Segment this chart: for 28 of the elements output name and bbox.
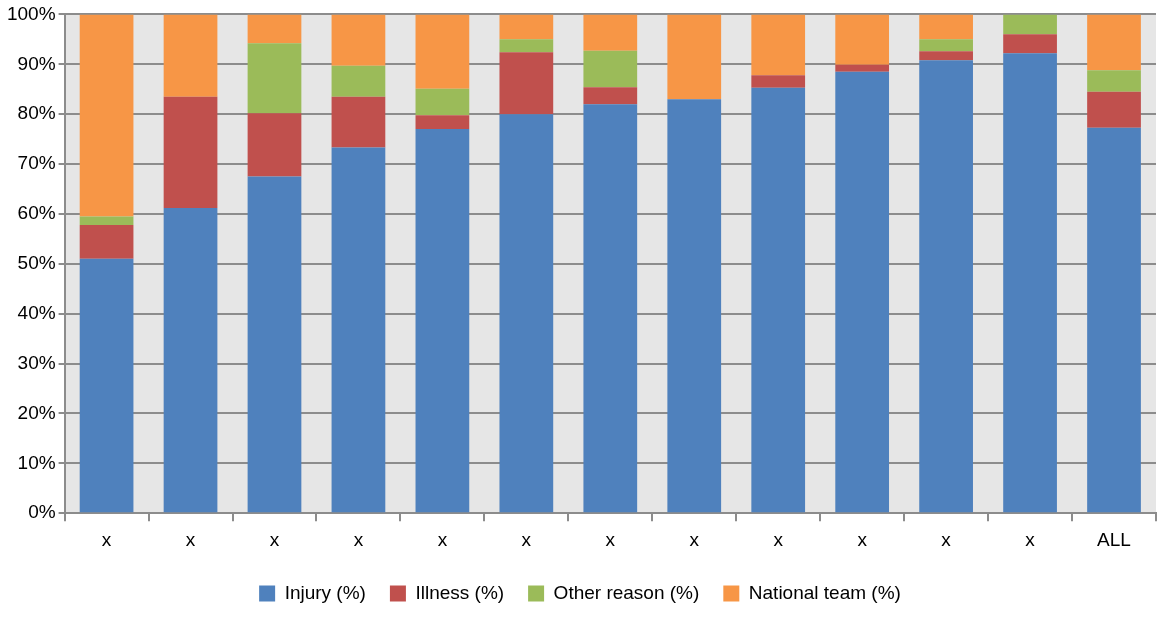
legend-label: Illness (%) — [415, 581, 505, 603]
y-tick-label: 0% — [28, 501, 56, 523]
x-tick-label: x — [353, 528, 364, 550]
y-tick-label: 100% — [6, 2, 56, 24]
y-tick-label: 10% — [17, 451, 56, 473]
x-tick-label: x — [185, 528, 196, 550]
y-tick-label: 40% — [17, 301, 56, 323]
legend-label: Other reason (%) — [553, 581, 700, 603]
x-tick-label: x — [857, 528, 868, 550]
x-tick-label: x — [1025, 528, 1036, 550]
y-tick-label: 20% — [17, 401, 56, 423]
legend-label: Injury (%) — [284, 581, 366, 603]
x-tick-label: x — [101, 528, 112, 550]
x-tick-label: x — [689, 528, 700, 550]
x-tick-label: ALL — [1097, 528, 1131, 550]
x-tick-label: x — [521, 528, 532, 550]
y-tick-label: 60% — [17, 202, 56, 224]
y-tick-label: 50% — [17, 252, 56, 274]
y-tick-label: 30% — [17, 351, 56, 373]
y-tick-label: 80% — [17, 102, 56, 124]
x-tick-label: x — [773, 528, 784, 550]
x-tick-label: x — [941, 528, 952, 550]
y-tick-label: 70% — [17, 152, 56, 174]
y-tick-label: 90% — [17, 52, 56, 74]
x-tick-label: x — [437, 528, 448, 550]
legend-label: National team (%) — [748, 581, 901, 603]
x-tick-label: x — [605, 528, 616, 550]
x-tick-label: x — [269, 528, 280, 550]
